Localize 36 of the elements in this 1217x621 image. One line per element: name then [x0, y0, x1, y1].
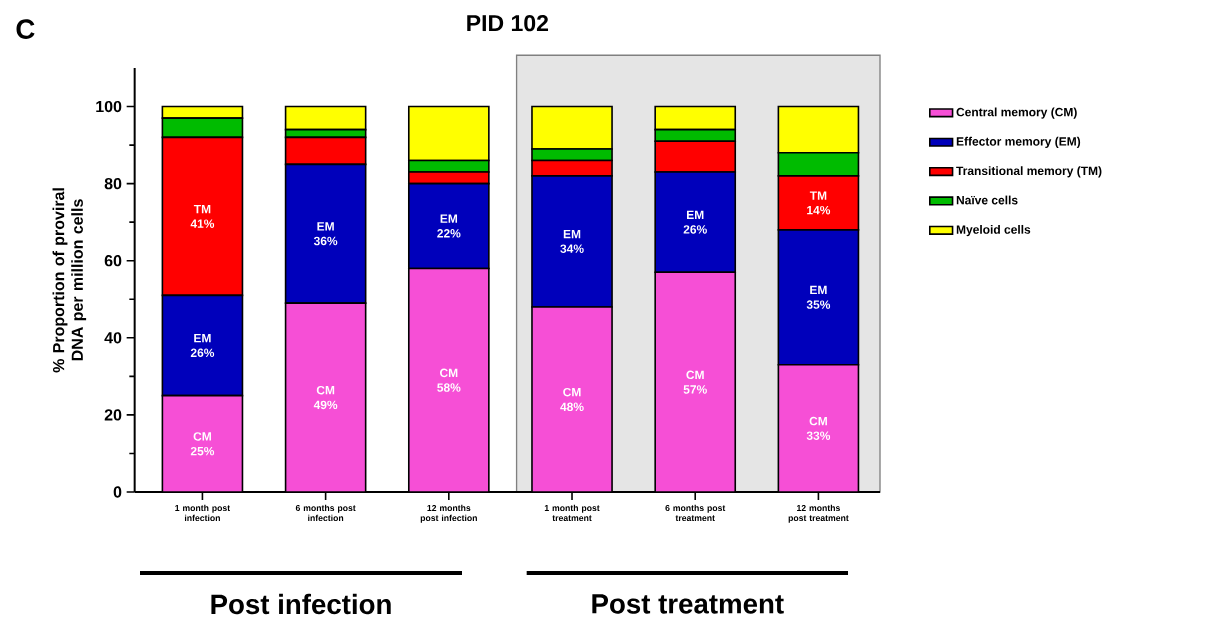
y-tick-label: 80: [104, 177, 122, 190]
chart-title: PID 102: [467, 14, 549, 32]
data-label: EM 26%: [190, 334, 215, 358]
y-tick-label: 100: [96, 100, 122, 113]
legend-label: Naïve cells: [956, 195, 1018, 205]
x-tick-label: 1 month post treatment: [544, 504, 600, 522]
legend-label: Transitional memory (TM): [956, 166, 1102, 178]
data-label: EM 34%: [560, 229, 584, 253]
text: Post treatment: [592, 594, 784, 614]
legend-label: Myeloid cells: [956, 224, 1031, 237]
y-axis-title: % Proportion of proviral DNA per million cells: [52, 188, 87, 373]
y-tick-label: 40: [104, 332, 122, 344]
x-tick-label: 1 month post infection: [175, 504, 230, 522]
data-label: CM 57%: [683, 370, 707, 394]
legend-label: Effector memory (EM): [956, 136, 1081, 149]
x-tick-label: 6 months post treatment: [665, 504, 726, 522]
data-label: TM 14%: [807, 191, 831, 215]
data-label: CM 58%: [437, 368, 461, 392]
data-label: CM 49%: [313, 385, 338, 410]
legend-label: Central memory (CM): [956, 107, 1077, 119]
x-tick-label: 6 months post infection: [295, 504, 356, 522]
text: C: [16, 19, 35, 39]
data-label: CM 48%: [560, 387, 584, 412]
data-label: TM 41%: [190, 204, 215, 228]
data-label: CM 33%: [806, 416, 831, 440]
data-label: EM 26%: [683, 210, 707, 234]
y-tick-label: 20: [104, 409, 122, 421]
y-tick-label: 60: [104, 255, 122, 267]
text: Post infection: [211, 593, 391, 615]
data-label: EM 22%: [437, 214, 461, 238]
y-tick-label: 0: [113, 486, 122, 498]
data-label: EM 35%: [806, 285, 831, 309]
data-label: CM 25%: [190, 432, 215, 456]
x-tick-label: 12 months post treatment: [788, 504, 849, 523]
x-tick-label: 12 months post infection: [420, 504, 477, 523]
data-label: EM 36%: [313, 222, 338, 246]
